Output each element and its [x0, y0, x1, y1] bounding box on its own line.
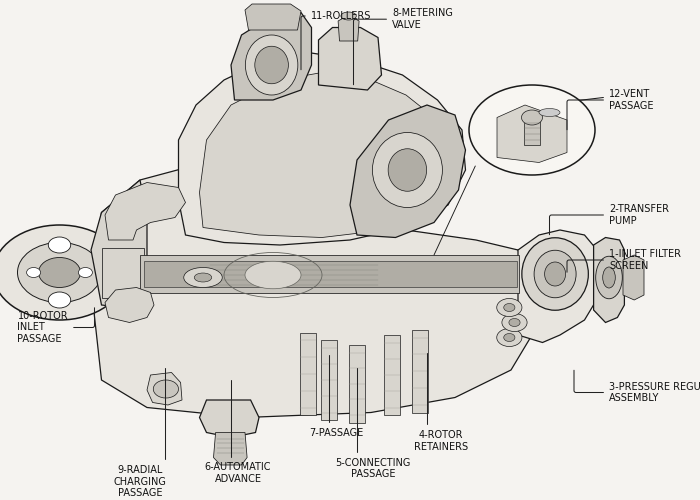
- Polygon shape: [524, 118, 540, 145]
- Polygon shape: [178, 52, 466, 245]
- Circle shape: [522, 110, 542, 125]
- Polygon shape: [497, 105, 567, 162]
- Polygon shape: [300, 332, 316, 415]
- Polygon shape: [199, 400, 259, 438]
- Ellipse shape: [539, 108, 560, 116]
- Polygon shape: [623, 255, 644, 300]
- Ellipse shape: [245, 261, 301, 289]
- Circle shape: [502, 314, 527, 332]
- Ellipse shape: [372, 132, 442, 208]
- Text: 6-AUTOMATIC
ADVANCE: 6-AUTOMATIC ADVANCE: [205, 380, 272, 484]
- Polygon shape: [384, 335, 400, 415]
- Circle shape: [78, 268, 92, 278]
- Ellipse shape: [341, 12, 356, 20]
- Polygon shape: [102, 248, 144, 298]
- Polygon shape: [245, 4, 301, 30]
- Circle shape: [504, 304, 515, 312]
- Polygon shape: [321, 340, 337, 420]
- Polygon shape: [214, 432, 247, 465]
- Text: 2-TRANSFER
PUMP: 2-TRANSFER PUMP: [550, 204, 669, 234]
- Ellipse shape: [596, 256, 622, 298]
- Polygon shape: [140, 255, 519, 292]
- Circle shape: [18, 242, 102, 302]
- Circle shape: [504, 334, 515, 342]
- Text: 4-ROTOR
RETAINERS: 4-ROTOR RETAINERS: [414, 353, 468, 452]
- Ellipse shape: [522, 238, 588, 310]
- Ellipse shape: [246, 35, 298, 95]
- Text: 8-METERING
VALVE: 8-METERING VALVE: [354, 8, 453, 85]
- Polygon shape: [518, 230, 595, 342]
- Ellipse shape: [603, 267, 615, 288]
- Text: 12-VENT
PASSAGE: 12-VENT PASSAGE: [567, 89, 654, 130]
- Circle shape: [48, 237, 71, 253]
- Polygon shape: [318, 28, 382, 90]
- Text: 9-RADIAL
CHARGING
PASSAGE: 9-RADIAL CHARGING PASSAGE: [113, 368, 167, 498]
- Ellipse shape: [255, 46, 288, 84]
- Polygon shape: [144, 261, 517, 286]
- Polygon shape: [91, 165, 532, 417]
- Polygon shape: [147, 372, 182, 405]
- Circle shape: [497, 328, 522, 346]
- Text: 3-PRESSURE REGULATOR
ASSEMBLY: 3-PRESSURE REGULATOR ASSEMBLY: [574, 370, 700, 404]
- Polygon shape: [350, 105, 466, 238]
- Polygon shape: [412, 330, 428, 412]
- Circle shape: [48, 292, 71, 308]
- Polygon shape: [105, 288, 154, 322]
- Text: 10-ROTOR
INLET
PASSAGE: 10-ROTOR INLET PASSAGE: [18, 308, 95, 344]
- Ellipse shape: [545, 262, 566, 286]
- Text: 1-INLET FILTER
SCREEN: 1-INLET FILTER SCREEN: [567, 249, 681, 272]
- Ellipse shape: [183, 268, 223, 287]
- Circle shape: [469, 85, 595, 175]
- Circle shape: [0, 225, 126, 320]
- Polygon shape: [231, 12, 312, 100]
- Text: 11-ROLLERS: 11-ROLLERS: [301, 11, 371, 70]
- Text: 5-CONNECTING
PASSAGE: 5-CONNECTING PASSAGE: [335, 368, 411, 479]
- Ellipse shape: [195, 273, 211, 282]
- Polygon shape: [594, 238, 624, 322]
- Circle shape: [153, 380, 178, 398]
- Circle shape: [497, 298, 522, 316]
- Ellipse shape: [388, 149, 426, 191]
- Polygon shape: [349, 345, 365, 422]
- Circle shape: [509, 318, 520, 326]
- Ellipse shape: [534, 250, 576, 298]
- Polygon shape: [91, 180, 147, 310]
- Polygon shape: [199, 72, 452, 237]
- Polygon shape: [105, 182, 186, 240]
- Polygon shape: [338, 15, 359, 41]
- Circle shape: [38, 258, 80, 288]
- Circle shape: [27, 268, 41, 278]
- Text: 7-PASSAGE: 7-PASSAGE: [309, 356, 363, 438]
